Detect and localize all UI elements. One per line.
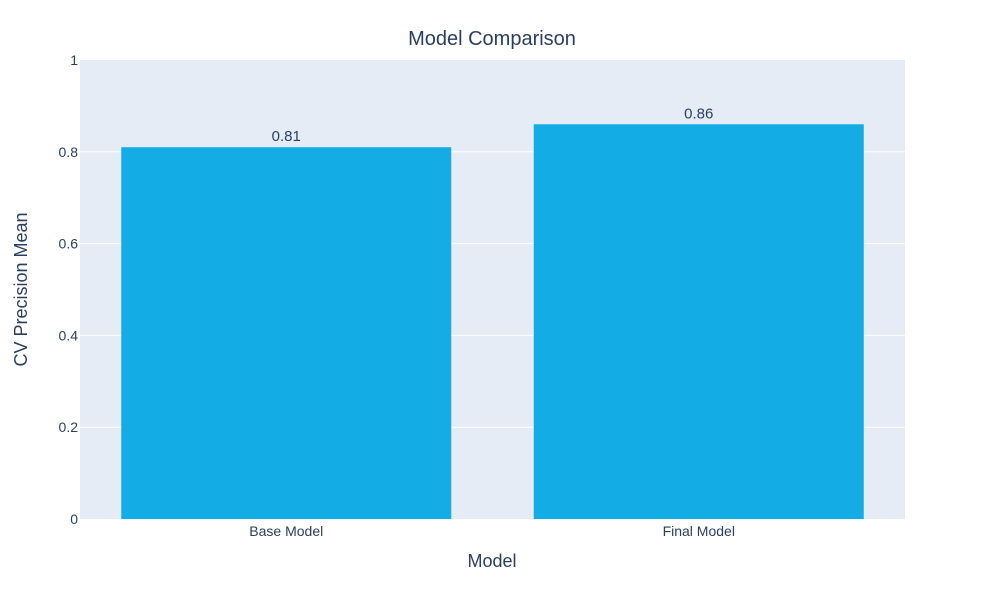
bar-base-model bbox=[121, 147, 452, 519]
x-tick-label: Base Model bbox=[249, 523, 323, 539]
x-axis-title: Model bbox=[467, 551, 516, 571]
y-axis-title: CV Precision Mean bbox=[11, 212, 31, 366]
bars bbox=[121, 124, 864, 519]
bar-value-label: 0.86 bbox=[684, 105, 713, 122]
y-tick-label: 0.2 bbox=[59, 419, 79, 435]
y-tick-label: 0.4 bbox=[59, 327, 79, 343]
chart-title: Model Comparison bbox=[408, 28, 576, 50]
y-tick-label: 0.6 bbox=[59, 236, 79, 252]
y-axis-ticks: 0 0.2 0.4 0.6 0.8 1 bbox=[59, 52, 79, 527]
y-tick-label: 0.8 bbox=[59, 144, 79, 160]
x-tick-label: Final Model bbox=[663, 523, 735, 539]
y-tick-label: 1 bbox=[70, 52, 78, 68]
bar-final-model bbox=[533, 124, 864, 519]
data-labels: 0.81 0.86 bbox=[272, 105, 714, 145]
y-tick-label: 0 bbox=[70, 511, 78, 527]
bar-value-label: 0.81 bbox=[272, 128, 301, 145]
x-axis-ticks: Base Model Final Model bbox=[249, 523, 735, 539]
